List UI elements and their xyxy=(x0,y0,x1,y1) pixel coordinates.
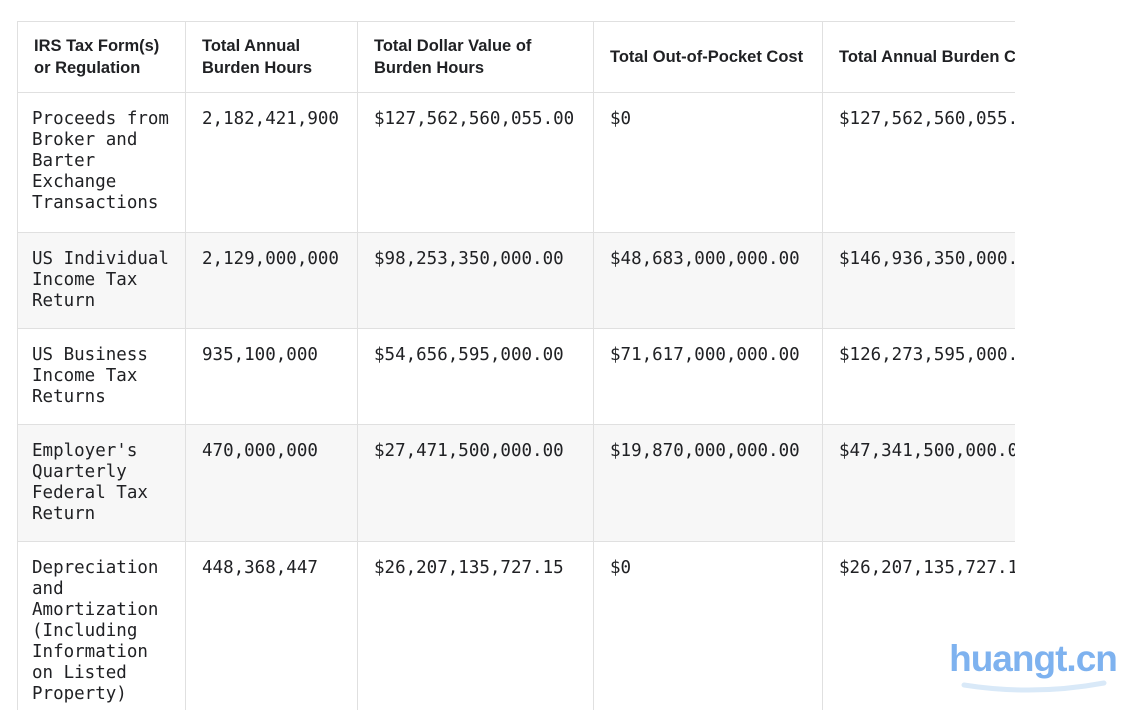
header-annual-cost: Total Annual Burden Cost xyxy=(822,21,1015,93)
cell-form-name: US Business Income Tax Returns xyxy=(17,328,186,425)
cell-dollar-value: $54,656,595,000.00 xyxy=(357,328,594,425)
watermark-swoosh-icon xyxy=(961,680,1107,693)
table-row: Proceeds from Broker and Barter Exchange… xyxy=(17,92,1015,233)
table-row: US Business Income Tax Returns 935,100,0… xyxy=(17,328,1015,425)
cell-burden-hours: 2,182,421,900 xyxy=(185,92,358,233)
irs-burden-table: IRS Tax Form(s) or Regulation Total Annu… xyxy=(17,21,1015,710)
cell-form-name: Employer's Quarterly Federal Tax Return xyxy=(17,424,186,542)
cell-form-name: Proceeds from Broker and Barter Exchange… xyxy=(17,92,186,233)
table-row: Depreciation and Amortization (Including… xyxy=(17,541,1015,710)
cell-out-of-pocket: $0 xyxy=(593,92,823,233)
table-row: Employer's Quarterly Federal Tax Return … xyxy=(17,424,1015,542)
cell-burden-hours: 448,368,447 xyxy=(185,541,358,710)
cell-annual-cost: $47,341,500,000.00 xyxy=(822,424,1015,542)
watermark-text: huangt.cn xyxy=(949,638,1118,679)
cell-out-of-pocket: $19,870,000,000.00 xyxy=(593,424,823,542)
cell-burden-hours: 935,100,000 xyxy=(185,328,358,425)
cell-annual-cost: $26,207,135,727.15 xyxy=(822,541,1015,710)
cell-dollar-value: $26,207,135,727.15 xyxy=(357,541,594,710)
header-burden-hours: Total Annual Burden Hours xyxy=(185,21,358,93)
table-row: US Individual Income Tax Return 2,129,00… xyxy=(17,232,1015,329)
cell-annual-cost: $126,273,595,000.00 xyxy=(822,328,1015,425)
table-scroll-container[interactable]: IRS Tax Form(s) or Regulation Total Annu… xyxy=(17,21,1015,710)
cell-form-name: US Individual Income Tax Return xyxy=(17,232,186,329)
watermark: huangt.cn xyxy=(948,638,1118,693)
header-dollar-value: Total Dollar Value of Burden Hours xyxy=(357,21,594,93)
header-form: IRS Tax Form(s) or Regulation xyxy=(17,21,186,93)
cell-burden-hours: 470,000,000 xyxy=(185,424,358,542)
header-out-of-pocket: Total Out-of-Pocket Cost xyxy=(593,21,823,93)
cell-out-of-pocket: $0 xyxy=(593,541,823,710)
header-row: IRS Tax Form(s) or Regulation Total Annu… xyxy=(17,21,1015,93)
cell-annual-cost: $146,936,350,000.00 xyxy=(822,232,1015,329)
cell-annual-cost: $127,562,560,055.00 xyxy=(822,92,1015,233)
cell-out-of-pocket: $71,617,000,000.00 xyxy=(593,328,823,425)
cell-form-name: Depreciation and Amortization (Including… xyxy=(17,541,186,710)
cell-dollar-value: $27,471,500,000.00 xyxy=(357,424,594,542)
cell-dollar-value: $127,562,560,055.00 xyxy=(357,92,594,233)
cell-dollar-value: $98,253,350,000.00 xyxy=(357,232,594,329)
cell-out-of-pocket: $48,683,000,000.00 xyxy=(593,232,823,329)
cell-burden-hours: 2,129,000,000 xyxy=(185,232,358,329)
